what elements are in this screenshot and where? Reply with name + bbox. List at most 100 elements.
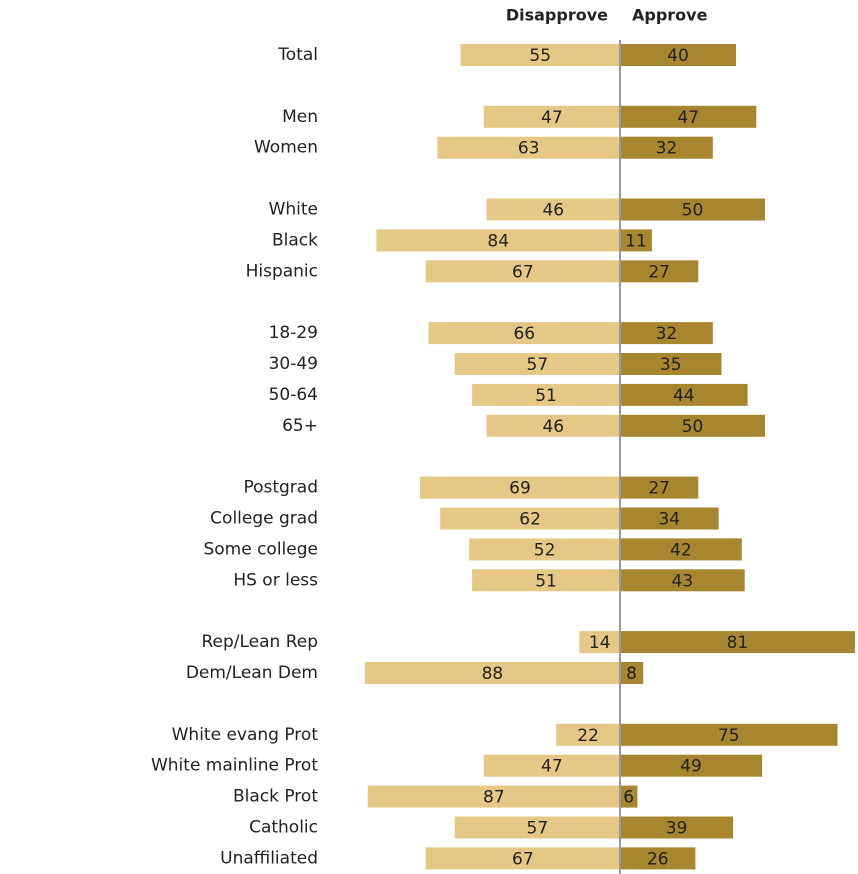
bar: [556, 723, 620, 746]
value-label: 8: [626, 664, 637, 684]
bar: [620, 569, 745, 592]
value-label: 47: [541, 757, 563, 777]
value-label: 67: [512, 849, 534, 869]
bar: [620, 383, 748, 406]
bar: [472, 383, 620, 406]
value-label: 14: [589, 633, 611, 653]
value-label: 50: [682, 417, 704, 437]
value-label: 27: [648, 262, 670, 282]
category-label: 65+: [282, 416, 318, 436]
value-label: 11: [625, 231, 647, 251]
value-label: 62: [519, 510, 541, 530]
category-label: Hispanic: [246, 261, 318, 281]
bar: [620, 229, 652, 252]
category-label: Men: [282, 107, 318, 127]
bar: [376, 229, 620, 252]
value-label: 69: [509, 479, 531, 499]
bar: [620, 322, 713, 345]
bar: [454, 816, 620, 839]
value-label: 75: [718, 726, 740, 746]
bar: [425, 847, 620, 870]
value-label: 40: [667, 46, 689, 66]
bar: [620, 816, 734, 839]
value-label: 67: [512, 262, 534, 282]
value-label: 42: [670, 540, 692, 560]
value-label: 63: [518, 139, 540, 159]
bar: [486, 198, 620, 221]
bar: [579, 631, 620, 654]
category-label: White mainline Prot: [151, 756, 318, 776]
bar: [620, 847, 696, 870]
category-label: HS or less: [233, 570, 318, 590]
bar: [620, 507, 719, 530]
value-label: 43: [672, 571, 694, 591]
category-label: Rep/Lean Rep: [201, 632, 318, 652]
bar: [620, 198, 765, 221]
value-label: 52: [534, 540, 556, 560]
bar: [620, 44, 736, 66]
value-label: 57: [527, 819, 549, 839]
bar: [364, 662, 620, 684]
value-label: 87: [483, 788, 505, 808]
category-label: Postgrad: [243, 478, 318, 498]
value-label: 44: [673, 386, 695, 406]
bar: [620, 538, 742, 561]
bar: [620, 785, 638, 808]
value-label: 32: [656, 139, 678, 159]
value-label: 88: [482, 664, 504, 684]
bar: [419, 476, 620, 499]
bar: [440, 507, 620, 530]
bar: [425, 260, 620, 283]
value-label: 66: [513, 324, 535, 344]
legend-disapprove: Disapprove: [506, 6, 608, 25]
value-label: 6: [623, 788, 634, 808]
value-label: 46: [542, 417, 564, 437]
value-label: 51: [535, 571, 557, 591]
category-label: Dem/Lean Dem: [186, 663, 318, 683]
value-label: 22: [577, 726, 599, 746]
category-label: Some college: [203, 539, 318, 559]
category-label: Women: [254, 138, 318, 158]
value-label: 46: [542, 201, 564, 221]
bar: [620, 662, 644, 684]
value-label: 47: [541, 108, 563, 128]
bar: [469, 538, 620, 561]
category-label: Black: [272, 230, 318, 250]
category-label: 18-29: [269, 323, 318, 343]
bar: [620, 723, 838, 746]
bar: [454, 353, 620, 375]
value-label: 35: [660, 355, 682, 375]
bar: [486, 414, 620, 437]
category-label: 50-64: [269, 385, 318, 405]
bar: [620, 105, 757, 128]
category-label: White evang Prot: [172, 725, 319, 745]
bar: [620, 631, 855, 654]
value-label: 50: [682, 201, 704, 221]
bar: [620, 260, 699, 283]
value-label: 47: [677, 108, 699, 128]
value-label: 27: [648, 479, 670, 499]
bar: [437, 136, 620, 159]
value-label: 51: [535, 386, 557, 406]
legend-approve: Approve: [632, 6, 708, 25]
category-label: College grad: [210, 509, 318, 529]
bar: [472, 569, 620, 592]
category-label: 30-49: [269, 354, 318, 374]
category-label: Black Prot: [233, 787, 318, 807]
value-label: 32: [656, 324, 678, 344]
bar: [620, 353, 722, 375]
bar: [483, 105, 620, 128]
value-label: 39: [666, 819, 688, 839]
value-label: 34: [658, 510, 680, 530]
bar: [460, 44, 620, 66]
bar: [620, 476, 699, 499]
value-label: 55: [529, 46, 551, 66]
bar: [367, 785, 620, 808]
category-label: White: [269, 200, 318, 220]
bar: [483, 754, 620, 777]
category-label: Unaffiliated: [220, 848, 318, 868]
category-label: Total: [277, 45, 318, 65]
value-label: 57: [527, 355, 549, 375]
bar: [428, 322, 620, 345]
